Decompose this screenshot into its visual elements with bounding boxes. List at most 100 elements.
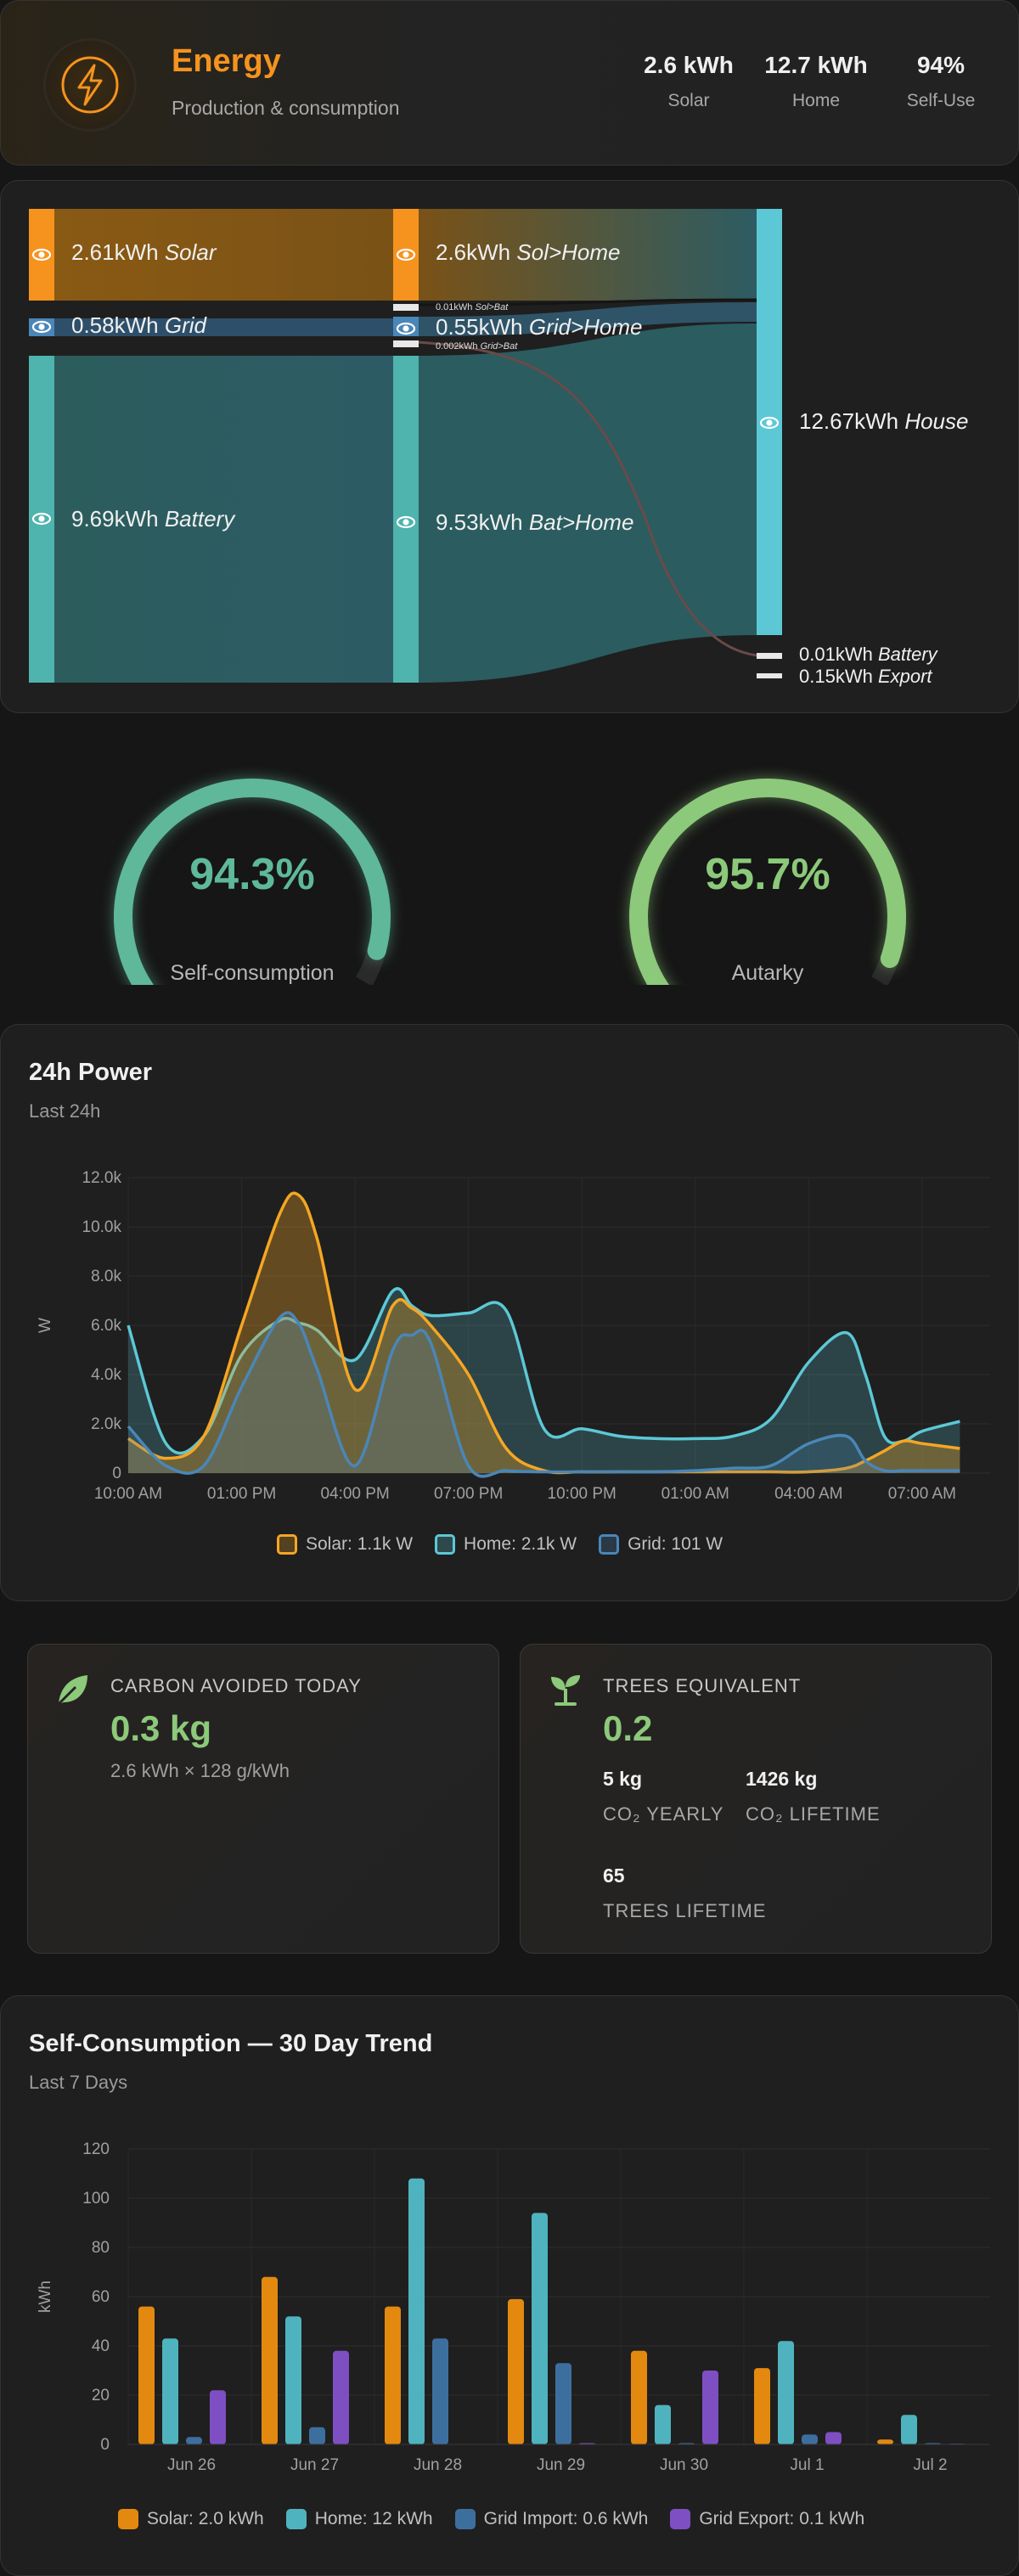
legend-label: Grid Import: 0.6 kWh (483, 2509, 649, 2528)
eye-icon[interactable] (31, 320, 52, 334)
stat-solar: 2.6 kWh Solar (638, 52, 740, 111)
power-chart-svg[interactable]: 0 2.0k 4.0k 6.0k 8.0k 10.0k 12.0k 10:00 AM 01:00… (1, 1144, 1019, 1568)
power-legend: Solar: 1.1k W Home: 2.1k W Grid: 101 W (277, 1534, 723, 1555)
bar-home[interactable] (778, 2341, 794, 2444)
y-tick-label: 4.0k (91, 1366, 121, 1384)
gauge-fill (114, 779, 391, 1026)
legend-home[interactable]: Home: 2.1k W (435, 1534, 577, 1555)
bar-home[interactable] (901, 2415, 917, 2444)
node-sol-bat[interactable] (393, 304, 419, 311)
eye-icon[interactable] (396, 322, 416, 335)
bar-solar[interactable] (877, 2439, 893, 2444)
bar-solar[interactable] (262, 2276, 278, 2444)
legend-home[interactable]: Home: 12 kWh (285, 2509, 433, 2529)
sankey-svg (29, 209, 782, 683)
legend-solar[interactable]: Solar: 1.1k W (277, 1534, 413, 1555)
gauge-fill (629, 779, 906, 1026)
x-tick-label: 01:00 PM (207, 1485, 276, 1503)
bar-home[interactable] (162, 2338, 178, 2444)
flow-grid (43, 318, 394, 336)
eye-icon[interactable] (31, 248, 52, 262)
series-area-solar (128, 1193, 960, 1473)
trend-chart-card: Self-Consumption — 30 Day Trend Last 7 D… (0, 1995, 1019, 2576)
y-tick-label: 10.0k (82, 1218, 122, 1236)
x-tick-label: 07:00 PM (434, 1485, 503, 1503)
trees-lifetime-value: 65 (603, 1865, 625, 1887)
bar-grid-export[interactable] (333, 2350, 349, 2444)
trend-chart-svg[interactable]: 0 20 40 60 80 100 120 kWh Jun 26 Jun 27 Jun 28 Jun … (1, 2115, 1019, 2539)
bar-home[interactable] (408, 2178, 425, 2444)
y-tick-label: 12.0k (82, 1169, 122, 1187)
co2-lifetime-label: CO₂ LIFETIME (746, 1803, 881, 1825)
bar-home[interactable] (285, 2316, 301, 2444)
label-export: 0.15kWh Export (799, 666, 932, 687)
node-battery-target[interactable] (757, 653, 782, 659)
legend-swatch (454, 2509, 476, 2529)
carbon-title: CARBON AVOIDED TODAY (110, 1675, 362, 1696)
label-battery: 9.69kWh Battery (71, 506, 235, 532)
bar-grid-import[interactable] (186, 2437, 202, 2444)
bar-grid-import[interactable] (802, 2434, 818, 2444)
x-tick-label: 04:00 AM (774, 1485, 842, 1503)
legend-label: Grid: 101 W (628, 1534, 723, 1554)
node-export[interactable] (757, 673, 782, 678)
stat-value: 2.6 kWh (644, 52, 734, 78)
power-chart-card: 24h Power Last 24h 0 2.0k 4.0k 6.0k 8.0k 10.0… (0, 1024, 1019, 1601)
legend-grid-import[interactable]: Grid Import: 0.6 kWh (454, 2509, 649, 2529)
flow-battery (43, 356, 394, 683)
eye-icon[interactable] (396, 515, 416, 529)
x-tick-label: Jun 27 (290, 2456, 339, 2474)
lightning-icon (43, 38, 137, 132)
legend-swatch (599, 1534, 620, 1555)
series-line-grid[interactable] (127, 1311, 960, 1478)
label-house: 12.67kWh House (799, 408, 969, 434)
trees-equivalent-card: TREES EQUIVALENT 0.2 5 kg CO₂ YEARLY 142… (520, 1644, 992, 1954)
bar-home[interactable] (655, 2404, 671, 2444)
label-grid-bat: 0.002kWh Grid>Bat (436, 341, 518, 352)
bar-grid-import[interactable] (555, 2363, 571, 2444)
node-grid-bat[interactable] (393, 340, 419, 347)
gauge-label: Autarky (731, 961, 804, 985)
chart-subtitle: Last 24h (29, 1100, 101, 1122)
bar-solar[interactable] (508, 2298, 524, 2444)
x-tick-label: 01:00 AM (662, 1485, 729, 1503)
bar-grid-export[interactable] (210, 2390, 226, 2444)
y-axis-label: W (37, 1318, 54, 1333)
eye-icon[interactable] (396, 248, 416, 262)
energy-flow-sankey: 2.61kWh Solar 0.58kWh Grid 9.69kWh Batte… (0, 180, 1019, 713)
x-tick-label: 04:00 PM (320, 1485, 389, 1503)
bar-solar[interactable] (385, 2306, 401, 2444)
trees-lifetime-label: TREES LIFETIME (603, 1900, 767, 1921)
gauge-arc (114, 779, 391, 1026)
label-sol-home: 2.6kWh Sol>Home (436, 239, 621, 265)
legend-grid-export[interactable]: Grid Export: 0.1 kWh (670, 2509, 864, 2529)
legend-solar[interactable]: Solar: 2.0 kWh (118, 2509, 264, 2529)
bar-solar[interactable] (631, 2350, 647, 2444)
y-tick-label: 20 (92, 2387, 110, 2404)
bar-solar[interactable] (138, 2306, 155, 2444)
series-line-solar[interactable] (127, 1191, 960, 1475)
gauge-label: Self-consumption (170, 961, 335, 985)
legend-swatch (670, 2509, 691, 2529)
legend-swatch (285, 2509, 307, 2529)
stat-value: 12.7 kWh (764, 52, 868, 78)
legend-label: Home: 12 kWh (314, 2509, 433, 2528)
bar-grid-import[interactable] (309, 2427, 325, 2444)
chart-subtitle: Last 7 Days (29, 2072, 128, 2093)
x-tick-label: Jun 29 (537, 2456, 585, 2474)
x-tick-label: Jul 2 (913, 2456, 947, 2474)
eye-icon[interactable] (759, 416, 780, 430)
bar-solar[interactable] (754, 2368, 770, 2444)
bar-grid-import[interactable] (432, 2338, 448, 2444)
bar-grid-export[interactable] (702, 2371, 718, 2444)
label-solar: 2.61kWh Solar (71, 239, 217, 265)
carbon-avoided-card: CARBON AVOIDED TODAY 0.3 kg 2.6 kWh × 12… (27, 1644, 499, 1954)
eye-icon[interactable] (31, 512, 52, 526)
stat-home: 12.7 kWh Home (757, 52, 875, 111)
bar-home[interactable] (532, 2213, 548, 2444)
co2-lifetime-value: 1426 kg (746, 1768, 818, 1790)
legend-grid[interactable]: Grid: 101 W (599, 1534, 723, 1555)
bar-grid-export[interactable] (825, 2432, 842, 2445)
x-tick-label: Jun 30 (660, 2456, 708, 2474)
stat-label: Solar (667, 91, 710, 110)
